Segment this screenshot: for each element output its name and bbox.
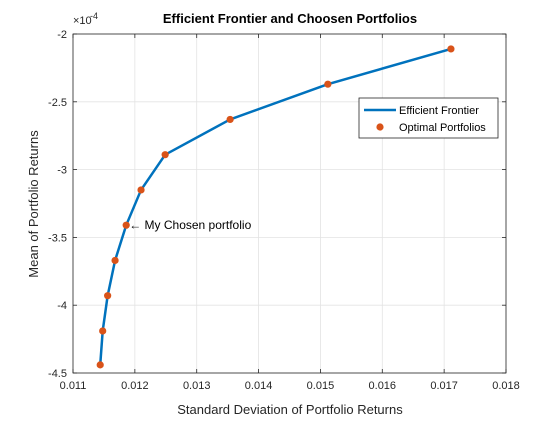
data-point-optimal-portfolio — [447, 45, 454, 52]
data-point-optimal-portfolio — [137, 186, 144, 193]
annotation-chosen-portfolio: ← My Chosen portfolio — [129, 218, 251, 232]
grid — [73, 34, 506, 373]
x-tick-label: 0.015 — [307, 380, 335, 392]
data-point-optimal-portfolio — [227, 116, 234, 123]
series-line-efficient-frontier — [100, 49, 451, 365]
x-tick-label: 0.016 — [369, 380, 397, 392]
x-tick-label: 0.011 — [60, 380, 87, 392]
legend-entry-efficient-frontier: Efficient Frontier — [399, 105, 479, 117]
legend-entry-optimal-portfolios: Optimal Portfolios — [399, 122, 486, 134]
data-point-optimal-portfolio — [162, 151, 169, 158]
x-tick-label: 0.014 — [245, 380, 273, 392]
data-point-optimal-portfolio — [97, 361, 104, 368]
y-exponent-power: -4 — [90, 11, 98, 21]
y-exponent: ×10 -4 — [73, 11, 98, 27]
y-axis-label: Mean of Portfolio Returns — [26, 130, 41, 278]
x-tick-label: 0.018 — [492, 380, 520, 392]
data-point-optimal-portfolio — [104, 292, 111, 299]
y-tick-label: -2 — [57, 29, 67, 41]
y-tick-label: -2.5 — [48, 97, 67, 109]
y-tick-label: -4.5 — [48, 368, 67, 380]
data-point-optimal-portfolio — [324, 81, 331, 88]
data-point-optimal-portfolio — [111, 257, 118, 264]
y-tick-label: -3 — [57, 165, 67, 177]
x-axis-label: Standard Deviation of Portfolio Returns — [177, 402, 403, 417]
chart-title: Efficient Frontier and Choosen Portfolio… — [163, 11, 417, 26]
y-exponent-base: ×10 — [73, 15, 92, 27]
y-tick-label: -3.5 — [48, 232, 67, 244]
legend-marker-swatch — [376, 123, 383, 130]
x-tick-label: 0.017 — [430, 380, 458, 392]
x-tick-label: 0.012 — [121, 380, 149, 392]
x-tick-label: 0.013 — [183, 380, 211, 392]
ticks: 0.011 0.012 0.013 0.014 0.015 0.016 0.017 0.018… — [48, 29, 520, 392]
legend: Efficient Frontier Optimal Portfolios — [359, 98, 498, 138]
y-tick-label: -4 — [57, 300, 67, 312]
axes-box — [73, 34, 506, 373]
data-point-optimal-portfolio — [99, 327, 106, 334]
annotations: ← My Chosen portfolio — [129, 218, 251, 232]
series — [97, 45, 455, 368]
